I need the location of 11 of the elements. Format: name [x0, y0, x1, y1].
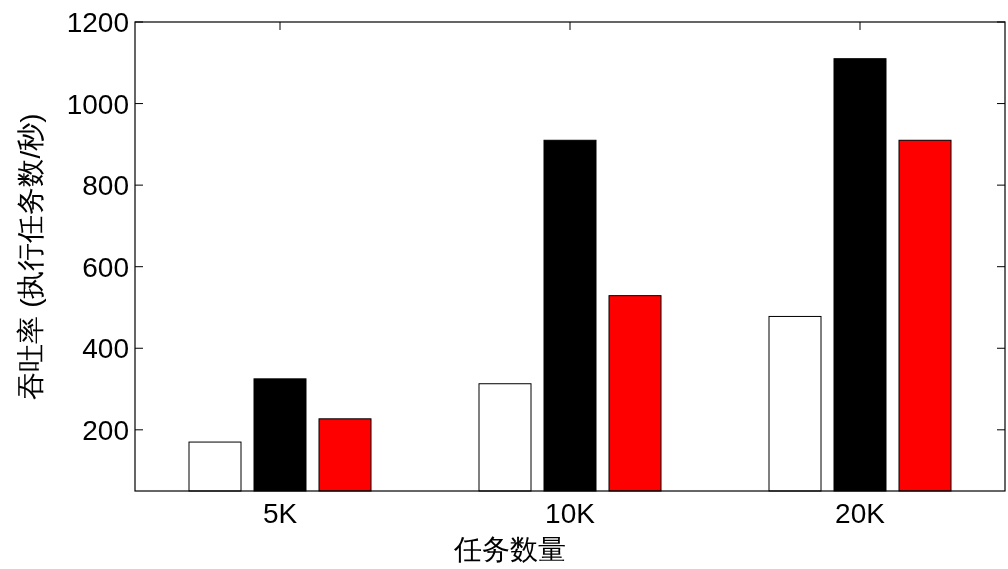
- x-tick-label: 5K: [262, 498, 298, 529]
- y-tick-label: 1200: [66, 7, 129, 38]
- y-tick-label: 400: [82, 333, 129, 365]
- x-tick-label: 20K: [835, 498, 886, 529]
- y-tick-label: 600: [82, 251, 129, 283]
- x-axis-title: 任务数量: [453, 534, 566, 565]
- y-tick-label: 200: [82, 414, 129, 446]
- y-axis-title: 吞吐率 (执行任务数/秒): [15, 113, 46, 400]
- y-tick-label: 800: [82, 170, 129, 202]
- x-tick-label: 10K: [545, 498, 596, 529]
- y-tick-label: 1000: [66, 88, 129, 120]
